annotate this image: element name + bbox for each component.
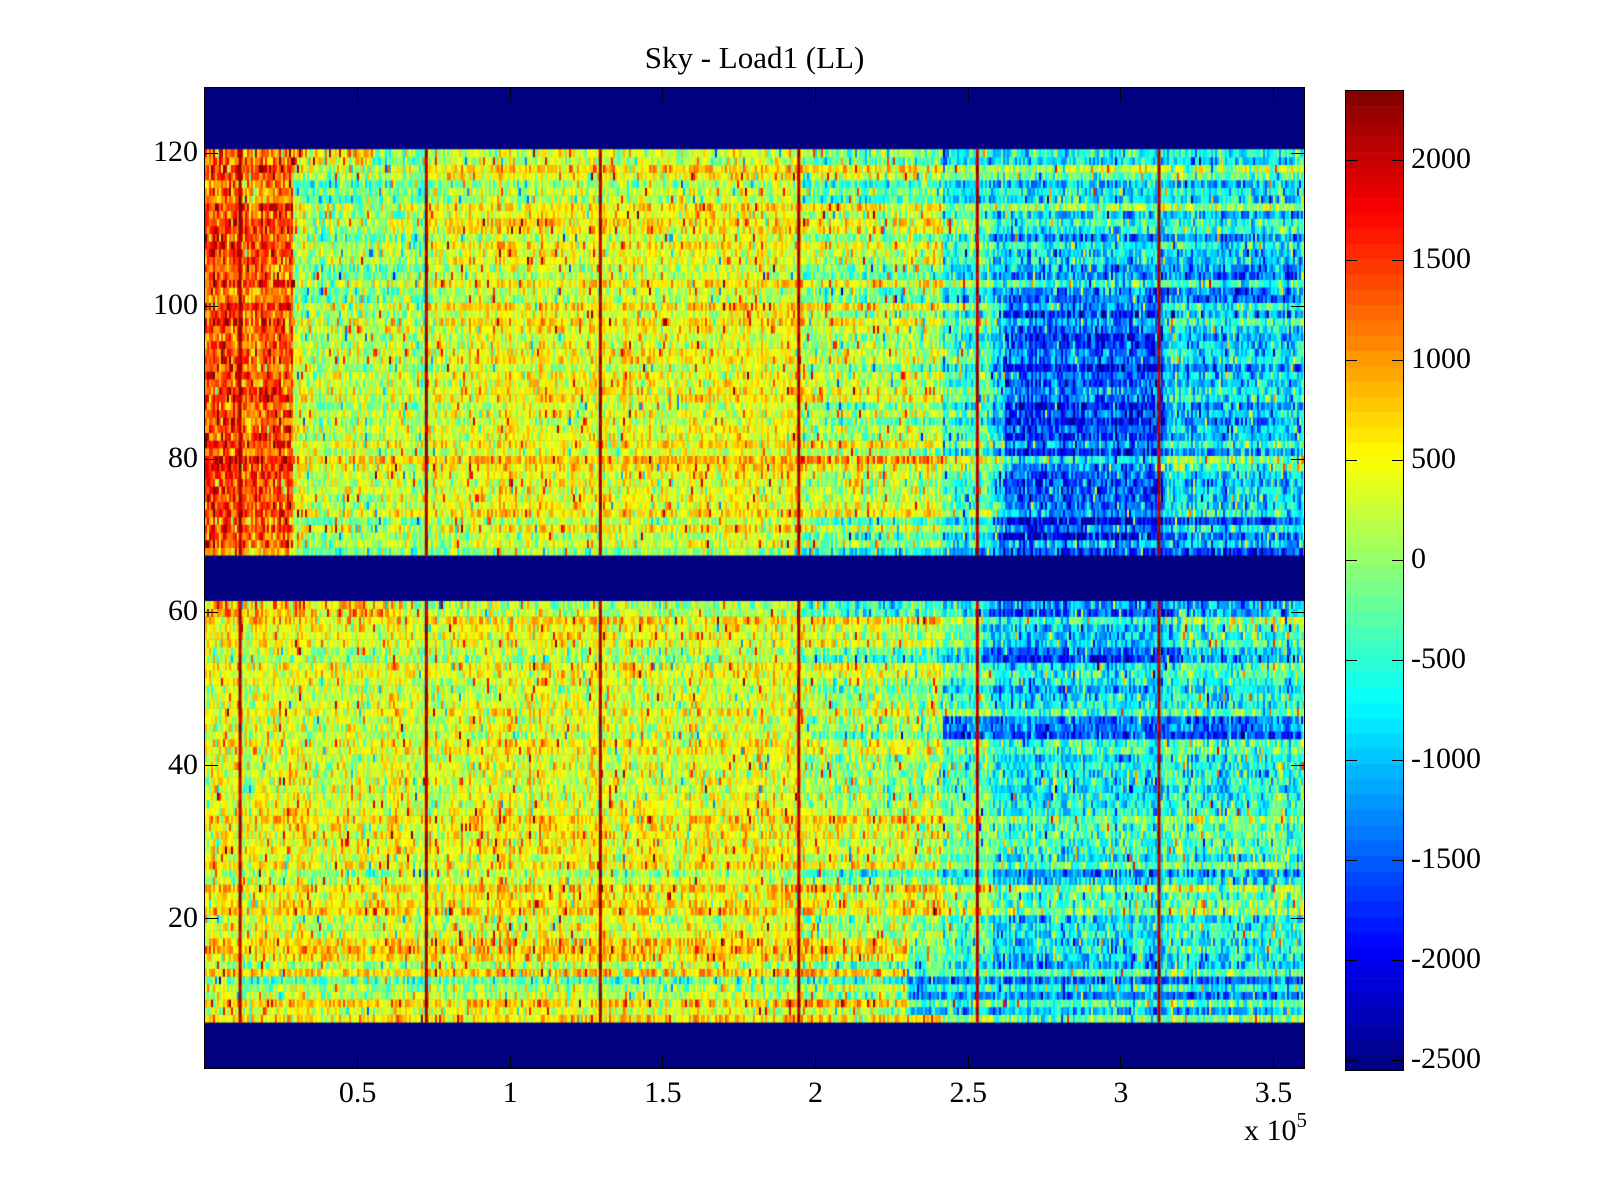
colorbar-tick-mark bbox=[1346, 859, 1357, 861]
colorbar-tick-mark-right bbox=[1392, 459, 1403, 461]
colorbar-tick-label: -2500 bbox=[1411, 1042, 1481, 1075]
y-tick-mark-right bbox=[1291, 611, 1304, 613]
colorbar-tick-mark bbox=[1346, 459, 1357, 461]
x-tick-mark-top bbox=[1272, 88, 1274, 101]
x-tick-label: 3.5 bbox=[1254, 1076, 1293, 1109]
y-tick-mark-right bbox=[1291, 918, 1304, 920]
y-tick-mark bbox=[205, 611, 218, 613]
colorbar-tick-mark bbox=[1346, 359, 1357, 361]
x-tick-label: 2 bbox=[808, 1076, 824, 1109]
x-tick-mark-top bbox=[357, 88, 359, 101]
colorbar-tick-label: 1500 bbox=[1411, 242, 1471, 275]
heatmap-canvas bbox=[205, 88, 1304, 1068]
y-tick-mark-right bbox=[1291, 765, 1304, 767]
colorbar-tick-label: 2000 bbox=[1411, 142, 1471, 175]
colorbar-tick-label: -500 bbox=[1411, 642, 1466, 675]
colorbar-tick-mark bbox=[1346, 659, 1357, 661]
y-tick-mark-right bbox=[1291, 458, 1304, 460]
y-tick-label: 60 bbox=[168, 594, 198, 628]
y-tick-mark bbox=[205, 152, 218, 154]
y-tick-label: 120 bbox=[153, 135, 198, 169]
y-tick-mark-right bbox=[1291, 305, 1304, 307]
y-tick-mark bbox=[205, 305, 218, 307]
x-axis-multiplier-base: x 10 bbox=[1244, 1114, 1297, 1147]
x-tick-mark bbox=[967, 1055, 969, 1068]
colorbar-tick-label: -1500 bbox=[1411, 842, 1481, 875]
x-tick-mark bbox=[1120, 1055, 1122, 1068]
y-tick-label: 20 bbox=[168, 900, 198, 934]
y-tick-mark bbox=[205, 918, 218, 920]
colorbar-tick-mark-right bbox=[1392, 559, 1403, 561]
chart-title: Sky - Load1 (LL) bbox=[644, 40, 865, 75]
colorbar-tick-mark-right bbox=[1392, 159, 1403, 161]
colorbar-tick-mark-right bbox=[1392, 959, 1403, 961]
x-tick-mark-top bbox=[662, 88, 664, 101]
colorbar-tick-mark-right bbox=[1392, 859, 1403, 861]
x-tick-mark bbox=[1272, 1055, 1274, 1068]
colorbar-tick-label: -2000 bbox=[1411, 942, 1481, 975]
x-tick-mark-top bbox=[509, 88, 511, 101]
x-tick-label: 2.5 bbox=[949, 1076, 987, 1109]
colorbar-tick-mark-right bbox=[1392, 259, 1403, 261]
y-tick-mark bbox=[205, 458, 218, 460]
x-tick-mark bbox=[815, 1055, 817, 1068]
plot-area-border bbox=[204, 87, 1305, 1069]
colorbar-tick-label: 1000 bbox=[1411, 342, 1471, 375]
colorbar-tick-mark-right bbox=[1392, 1059, 1403, 1061]
x-tick-mark bbox=[509, 1055, 511, 1068]
y-tick-label: 40 bbox=[168, 747, 198, 781]
x-tick-mark-top bbox=[815, 88, 817, 101]
y-tick-label: 80 bbox=[168, 441, 198, 475]
colorbar-tick-mark bbox=[1346, 559, 1357, 561]
x-tick-label: 1.5 bbox=[644, 1076, 682, 1109]
x-tick-mark bbox=[357, 1055, 359, 1068]
x-axis-multiplier: x 105 bbox=[1125, 1108, 1308, 1148]
colorbar-tick-label: -1000 bbox=[1411, 742, 1481, 775]
x-tick-mark bbox=[662, 1055, 664, 1068]
colorbar-border bbox=[1345, 90, 1404, 1071]
colorbar-tick-mark bbox=[1346, 1059, 1357, 1061]
x-tick-label: 0.5 bbox=[338, 1076, 377, 1109]
y-tick-label: 100 bbox=[153, 288, 198, 322]
colorbar-tick-label: 0 bbox=[1411, 542, 1426, 575]
x-tick-mark-top bbox=[967, 88, 969, 101]
colorbar-tick-mark bbox=[1346, 159, 1357, 161]
y-tick-mark bbox=[205, 765, 218, 767]
x-axis-multiplier-exponent: 5 bbox=[1296, 1108, 1308, 1132]
y-tick-mark-right bbox=[1291, 152, 1304, 154]
x-tick-label: 1 bbox=[502, 1076, 518, 1109]
colorbar-tick-mark bbox=[1346, 959, 1357, 961]
colorbar-canvas bbox=[1346, 91, 1403, 1070]
x-tick-mark-top bbox=[1120, 88, 1122, 101]
colorbar-tick-mark-right bbox=[1392, 759, 1403, 761]
colorbar-tick-mark bbox=[1346, 259, 1357, 261]
colorbar-tick-mark-right bbox=[1392, 359, 1403, 361]
colorbar-tick-label: 500 bbox=[1411, 442, 1456, 475]
x-tick-label: 3 bbox=[1113, 1076, 1129, 1109]
colorbar-tick-mark-right bbox=[1392, 659, 1403, 661]
colorbar-tick-mark bbox=[1346, 759, 1357, 761]
